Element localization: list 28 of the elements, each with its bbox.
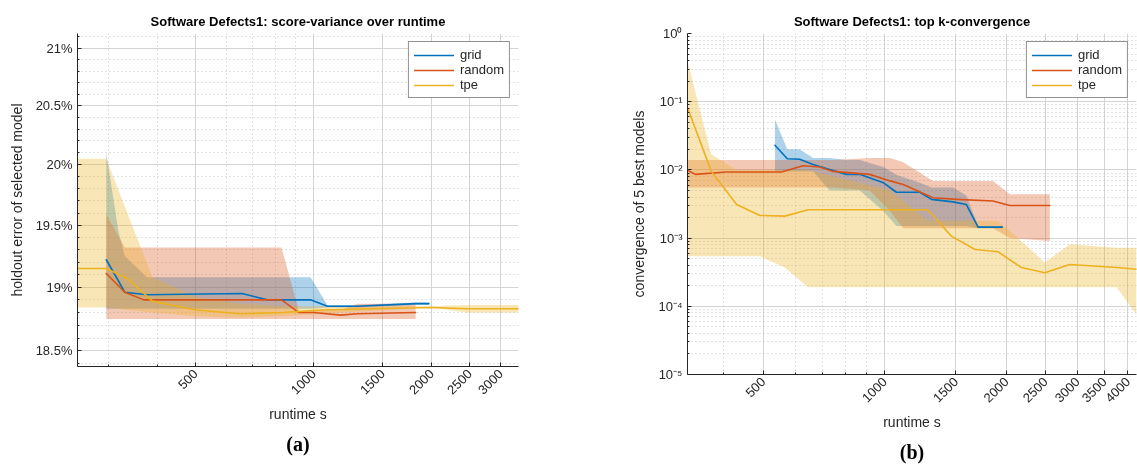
y-tick-label: 10⁻²: [659, 162, 684, 178]
y-tick-label: 19%: [46, 279, 73, 295]
legend-label: random: [1077, 62, 1122, 77]
y-axis-title: holdout error of selected model: [8, 103, 25, 297]
text: (a): [286, 432, 310, 456]
x-tick-label: 500: [174, 366, 201, 393]
chart-title: Software Defects1: top k-convergence: [793, 13, 1031, 29]
chart-title: Software Defects1: score-variance over runtime: [150, 13, 446, 29]
y-tick-label: 20%: [46, 157, 73, 173]
y-tick-label: 10⁻⁵: [658, 367, 683, 382]
legend-label: tpe: [459, 77, 479, 92]
y-tick-label: 18.5%: [35, 343, 73, 359]
y-tick-label: 19.5%: [35, 217, 73, 233]
legend-label: grid: [1077, 47, 1100, 62]
x-axis-title: runtime s: [269, 406, 327, 423]
y-tick-label: 10⁰: [663, 26, 683, 41]
x-tick-label: 500: [742, 374, 769, 401]
y-tick-label: 21%: [46, 40, 73, 56]
y-tick-label: 10⁻⁴: [658, 298, 683, 314]
text: (b): [899, 440, 925, 464]
y-tick-label: 10⁻³: [659, 230, 684, 246]
legend-label: grid: [459, 47, 482, 62]
y-axis-title: convergence of 5 best models: [631, 110, 648, 298]
y-tick-label: 10⁻¹: [659, 94, 684, 110]
x-axis-title: runtime s: [883, 414, 941, 431]
legend-label: random: [459, 62, 504, 77]
y-tick-label: 20.5%: [35, 98, 73, 114]
legend-label: tpe: [1077, 77, 1097, 92]
